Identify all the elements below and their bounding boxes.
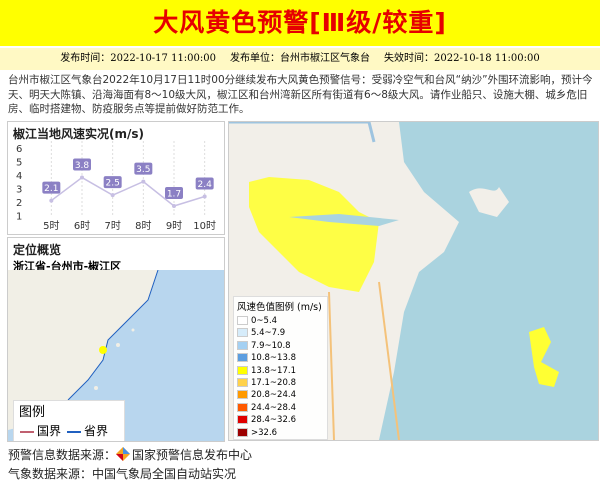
- source-icon: [116, 447, 131, 461]
- overview-legend-item: 省界: [67, 422, 108, 439]
- issue-time: 发布时间：2022-10-17 11:00:00: [60, 53, 216, 64]
- y-tick-label: 3: [16, 184, 22, 195]
- wind-legend-label: 28.4~32.6: [251, 415, 296, 426]
- wind-point: [172, 203, 176, 208]
- title: 大风黄色预警[Ⅲ级/较重]: [153, 8, 447, 37]
- wind-legend-swatch: [237, 365, 248, 375]
- value-label-box: [42, 181, 61, 194]
- value-label: 3.8: [75, 161, 90, 171]
- info-bar: 发布时间：2022-10-17 11:00:00 发布单位：台州市椒江区气象台 失效…: [0, 48, 600, 70]
- main-map: 风速色值图例 (m/s) 0~5.4 5.4~7.9 7.9~10.8 10.8~13…: [228, 121, 599, 441]
- y-tick-label: 1: [16, 211, 22, 222]
- overview-legend-label: 省界: [84, 424, 109, 438]
- source-line: 预警信息数据来源： 国家预警信息发布中心: [8, 446, 252, 465]
- wind-legend-swatch: [237, 353, 248, 363]
- wind-legend-swatch: [237, 402, 248, 412]
- wind-legend-swatch: [237, 340, 248, 350]
- location-panel: 定位概览 浙江省-台州市-椒江区 图例 国界 省界: [7, 237, 225, 442]
- wind-legend-item: >32.6: [237, 427, 327, 439]
- wind-point: [49, 198, 54, 203]
- wind-legend-item: 13.8~17.1: [237, 365, 327, 377]
- wind-title: 椒江当地风速实况(m/s): [13, 127, 144, 141]
- y-tick-label: 6: [16, 144, 22, 155]
- overview-legend-swatch: [20, 430, 34, 433]
- wind-legend-item: 28.4~32.6: [237, 414, 327, 426]
- value-label: 3.5: [136, 165, 150, 175]
- wind-legend-label: 13.8~17.1: [251, 365, 296, 376]
- wind-panel: 椒江当地风速实况(m/s) 1 2 3 4 5 6 5时 6时 7时 8时 9时 10时 2.1 3.8 2…: [7, 121, 225, 235]
- wind-legend-swatch: [237, 390, 248, 400]
- wind-legend-item: 5.4~7.9: [237, 327, 327, 339]
- y-tick-label: 2: [16, 198, 22, 209]
- wind-legend-label: 20.8~24.4: [251, 390, 296, 401]
- wind-legend-label: 17.1~20.8: [251, 377, 296, 388]
- wind-legend-item: 24.4~28.4: [237, 402, 327, 414]
- y-tick-label: 4: [16, 171, 22, 182]
- value-label: 2.4: [198, 180, 213, 190]
- wind-point: [80, 175, 84, 180]
- overview-legend-label: 国界: [37, 424, 62, 438]
- wind-legend-label: 24.4~28.4: [251, 402, 296, 413]
- overview-legend-title: 图例: [19, 405, 46, 420]
- value-label-box: [165, 186, 183, 199]
- description: 台州市椒江区气象台2022年10月17日11时00分继续发布大风黄色预警信号：受…: [8, 74, 593, 115]
- wind-legend-item: 7.9~10.8: [237, 340, 327, 352]
- wind-point: [110, 193, 115, 198]
- location-title: 定位概览: [13, 243, 62, 257]
- wind-legend-swatch: [237, 377, 248, 387]
- overview-legend: 图例 国界 省界: [13, 400, 125, 441]
- wind-legend-label: >32.6: [251, 427, 278, 438]
- x-tick-label: 10时: [193, 220, 216, 232]
- footer: 预警信息数据来源： 国家预警信息发布中心 气象数据来源：中国气象局全国自动站实况: [8, 446, 252, 484]
- wind-legend-title: 风速色值图例 (m/s): [237, 302, 322, 313]
- wind-point: [141, 179, 146, 184]
- wind-legend-item: 10.8~13.8: [237, 352, 327, 364]
- wind-legend-swatch: [237, 328, 248, 338]
- overview-legend-item: 国界: [20, 422, 61, 439]
- wind-chart: 1 2 3 4 5 6 5时 6时 7时 8时 9时 10时 2.1 3.8 2.5 3.5 1.7 2.4: [16, 141, 216, 232]
- y-tick-label: 5: [16, 157, 22, 168]
- value-label-box: [73, 158, 91, 171]
- value-label: 2.5: [106, 179, 120, 189]
- wind-legend-item: 20.8~24.4: [237, 389, 327, 401]
- source[interactable]: 国家预警信息发布中心: [132, 448, 253, 462]
- value-label-box: [134, 162, 153, 175]
- expire-time: 失效时间：2022-10-18 11:00:00: [384, 53, 540, 64]
- title-bar: 大风黄色预警[Ⅲ级/较重]: [0, 0, 600, 46]
- source-label: 预警信息数据来源：: [8, 448, 117, 462]
- wind-legend-swatch: [237, 415, 248, 425]
- overview-legend-swatch: [67, 430, 82, 433]
- x-tick-label: 7时: [104, 220, 120, 232]
- value-label: 2.1: [44, 184, 58, 194]
- wind-legend-swatch: [237, 427, 248, 437]
- wind-point: [202, 194, 207, 199]
- wind-legend-label: 5.4~7.9: [251, 328, 286, 339]
- value-label: 1.7: [167, 189, 181, 199]
- wind-legend-item: 17.1~20.8: [237, 377, 327, 389]
- x-tick-label: 9时: [166, 220, 182, 232]
- value-label-box: [195, 177, 214, 190]
- x-tick-label: 8时: [135, 220, 151, 232]
- wind-legend-item: 0~5.4: [237, 315, 327, 327]
- wind-line: [50, 176, 205, 207]
- value-label-box: [103, 176, 122, 189]
- location-region: 浙江省-台州市-椒江区: [13, 260, 122, 273]
- wind-legend-label: 7.9~10.8: [251, 340, 291, 351]
- wind-legend-swatch: [237, 316, 248, 325]
- weather-source: 气象数据来源：中国气象局全国自动站实况: [8, 467, 237, 481]
- x-tick-label: 5时: [43, 220, 59, 232]
- wind-legend: 风速色值图例 (m/s) 0~5.4 5.4~7.9 7.9~10.8 10.8~13…: [233, 296, 328, 440]
- wind-legend-label: 0~5.4: [251, 316, 278, 326]
- x-tick-label: 6时: [74, 220, 90, 232]
- issuer: 发布单位：台州市椒江区气象台: [230, 53, 370, 64]
- wind-legend-label: 10.8~13.8: [251, 353, 296, 364]
